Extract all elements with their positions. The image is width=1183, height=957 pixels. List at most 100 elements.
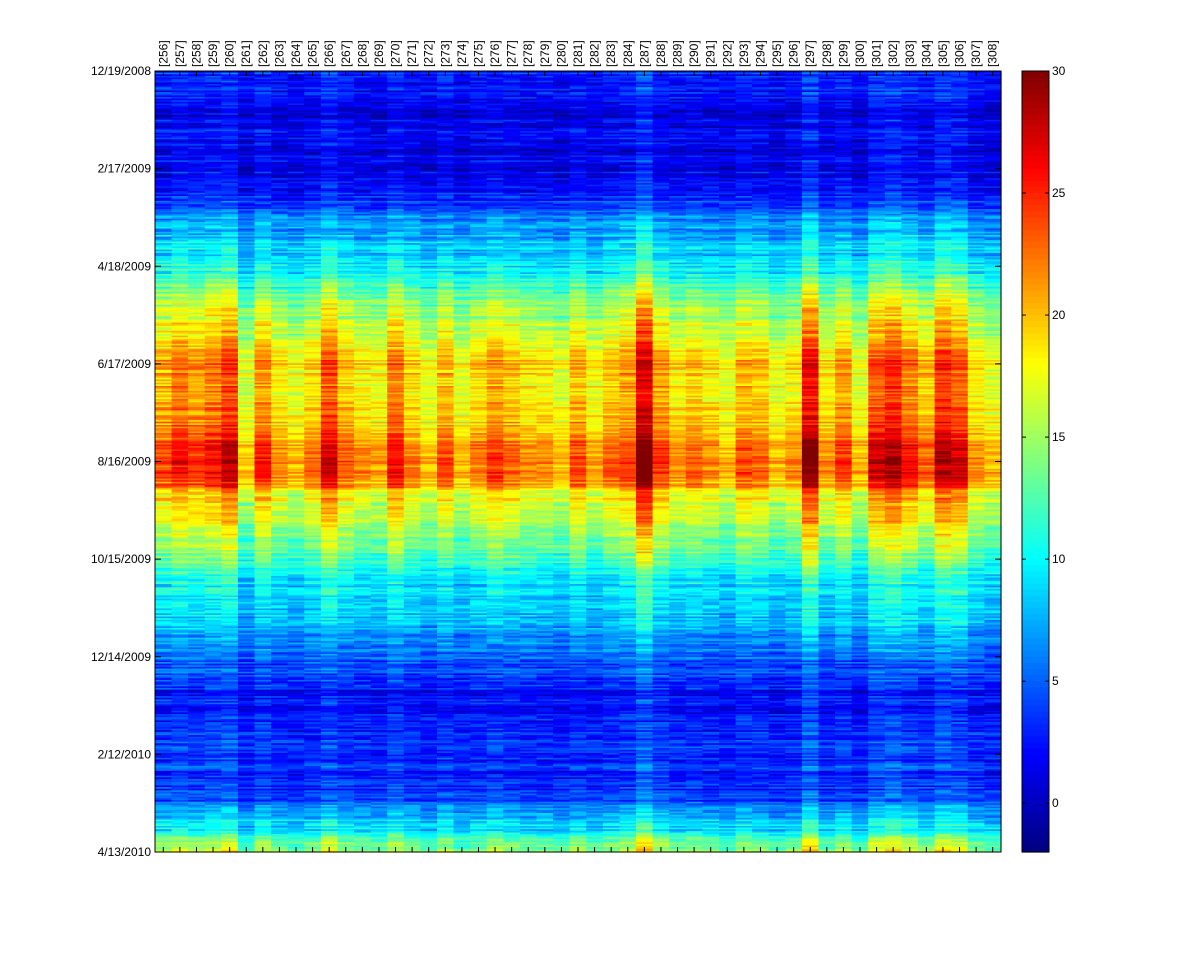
heatmap-cell	[188, 496, 206, 499]
heatmap-cell	[204, 795, 222, 798]
heatmap-cell	[155, 441, 173, 444]
heatmap-cell	[155, 761, 173, 764]
heatmap-cell	[204, 397, 222, 400]
heatmap-cell	[221, 176, 239, 179]
heatmap-cell	[155, 129, 173, 132]
heatmap-cell	[155, 75, 173, 79]
heatmap-cell	[171, 527, 189, 530]
heatmap-cell	[155, 306, 173, 309]
heatmap-cell	[171, 355, 189, 358]
heatmap-cell	[188, 368, 206, 371]
heatmap-cell	[204, 582, 222, 585]
heatmap-cell	[221, 158, 239, 161]
heatmap-cell	[155, 780, 173, 783]
heatmap-cell	[171, 158, 189, 161]
heatmap-cell	[155, 204, 173, 207]
heatmap-cell	[188, 509, 206, 512]
heatmap-cell	[221, 319, 239, 322]
heatmap-cell	[204, 455, 222, 459]
heatmap-cell	[204, 322, 222, 325]
heatmap-cell	[237, 317, 256, 321]
heatmap-cell	[155, 696, 173, 699]
heatmap-cell	[204, 298, 222, 301]
heatmap-cell	[188, 725, 206, 728]
heatmap-cell	[204, 376, 222, 379]
heatmap-cell	[188, 798, 206, 801]
heatmap-cell	[237, 465, 256, 468]
heatmap-cell	[171, 233, 189, 236]
heatmap-cell	[171, 472, 189, 475]
heatmap-cell	[237, 83, 256, 87]
heatmap-cell	[254, 587, 272, 590]
heatmap-cell	[254, 472, 272, 475]
heatmap-cell	[171, 299, 189, 303]
heatmap-cell	[237, 509, 256, 512]
heatmap-cell	[171, 420, 189, 423]
heatmap-cell	[221, 561, 239, 564]
heatmap-cell	[237, 113, 256, 116]
heatmap-cell	[155, 145, 173, 148]
heatmap-cell	[221, 293, 239, 296]
heatmap-cell	[188, 488, 206, 491]
heatmap-cell	[221, 381, 239, 384]
heatmap-cell	[188, 522, 206, 525]
heatmap-cell	[171, 309, 189, 312]
heatmap-cell	[204, 718, 222, 722]
heatmap-cell	[171, 520, 189, 523]
heatmap-cell	[254, 415, 272, 418]
heatmap-cell	[221, 200, 239, 204]
heatmap-cell	[171, 398, 189, 402]
heatmap-cell	[237, 577, 256, 580]
heatmap-cell	[171, 80, 189, 83]
heatmap-cell	[155, 640, 173, 644]
heatmap-cell	[188, 567, 206, 571]
heatmap-cell	[221, 608, 239, 611]
heatmap-cell	[155, 379, 173, 382]
heatmap-cell	[171, 236, 189, 239]
heatmap-cell	[204, 433, 222, 436]
heatmap-cell	[221, 282, 239, 285]
heatmap-cell	[204, 295, 222, 298]
heatmap-cell	[237, 496, 256, 499]
heatmap-cell	[171, 249, 189, 252]
heatmap-cell	[237, 135, 256, 139]
heatmap-cell	[237, 335, 256, 338]
heatmap-cell	[254, 186, 272, 189]
heatmap-cell	[254, 290, 272, 293]
heatmap-cell	[155, 601, 173, 605]
heatmap-cell	[171, 296, 189, 299]
heatmap-cell	[254, 398, 272, 402]
heatmap-cell	[171, 780, 189, 783]
heatmap-cell	[171, 692, 189, 696]
heatmap-cell	[221, 423, 239, 426]
heatmap-cell	[221, 556, 239, 559]
heatmap-cell	[171, 762, 189, 765]
heatmap-cell	[188, 124, 206, 127]
heatmap-cell	[237, 808, 256, 811]
heatmap-cell	[171, 101, 189, 105]
heatmap-cell	[155, 668, 173, 671]
heatmap-cell	[155, 342, 173, 345]
heatmap-cell	[204, 748, 222, 751]
heatmap-cell	[204, 183, 222, 186]
heatmap-cell	[155, 157, 173, 160]
heatmap-cell	[204, 95, 222, 98]
heatmap-cell	[221, 75, 239, 79]
heatmap-cell	[171, 317, 189, 321]
heatmap-cell	[254, 230, 272, 233]
heatmap-cell	[155, 233, 173, 236]
heatmap-cell	[237, 691, 256, 694]
heatmap-cell	[171, 176, 189, 179]
heatmap-cell	[155, 433, 173, 436]
heatmap-cell	[254, 338, 272, 342]
heatmap-cell	[254, 395, 272, 398]
heatmap-cell	[237, 218, 256, 221]
heatmap-cell	[237, 658, 256, 661]
heatmap-cell	[188, 179, 206, 183]
heatmap-cell	[254, 173, 272, 176]
heatmap-cell	[188, 532, 206, 535]
heatmap-cell	[237, 122, 256, 126]
heatmap-cell	[155, 597, 173, 600]
heatmap-cell	[254, 251, 272, 254]
heatmap-cell	[254, 434, 272, 437]
